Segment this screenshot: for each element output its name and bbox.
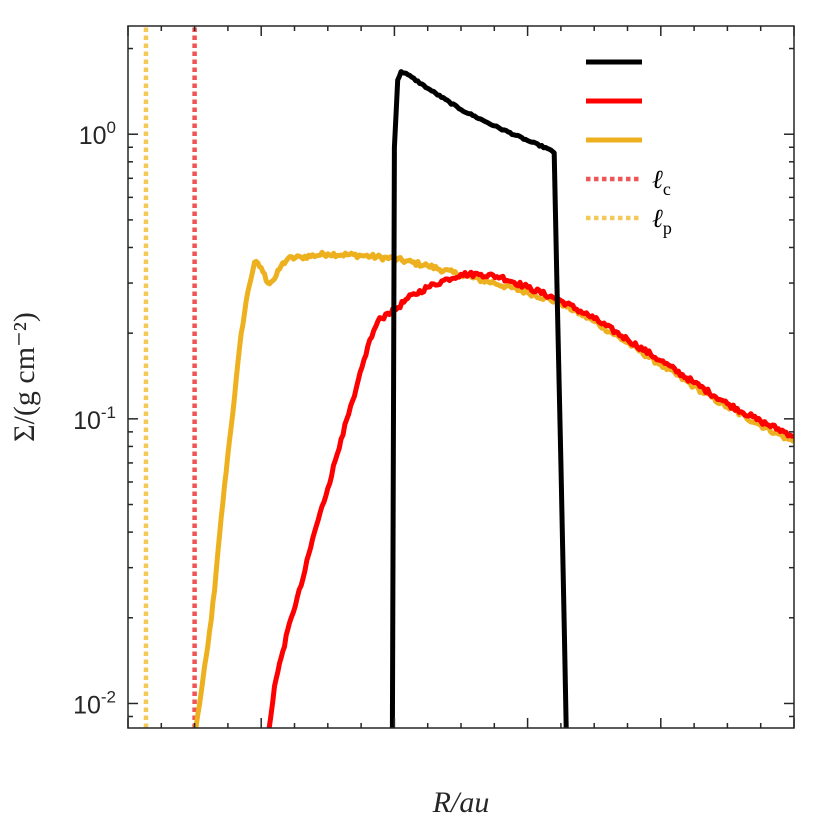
legend-symbol: ℓ <box>652 165 663 194</box>
series-line-initial <box>389 69 569 728</box>
y-tick-label-exponent: -1 <box>101 403 116 422</box>
y-tick-label: 10-1 <box>73 403 116 435</box>
legend-label-lc: ℓc <box>652 165 671 199</box>
legend-subscript: p <box>663 218 672 238</box>
legend-label-lp: ℓp <box>652 204 672 238</box>
y-tick-label-exponent: 0 <box>107 118 116 137</box>
y-tick-label: 10-2 <box>73 687 116 719</box>
x-axis-label: R/au <box>432 786 490 819</box>
series-layer <box>143 26 794 728</box>
legend-symbol: ℓ <box>652 204 663 233</box>
series-line-polar <box>193 249 794 728</box>
y-tick-label-base: 10 <box>73 407 101 435</box>
y-tick-label-base: 10 <box>79 122 107 150</box>
y-tick-label-exponent: -2 <box>101 687 116 706</box>
legend-subscript: c <box>663 179 671 199</box>
y-axis-label: Σ/(g cm⁻²) <box>8 312 41 442</box>
y-tick-label: 100 <box>79 118 116 150</box>
y-tick-label-base: 10 <box>73 691 101 719</box>
series-line-coplanar <box>266 269 794 728</box>
